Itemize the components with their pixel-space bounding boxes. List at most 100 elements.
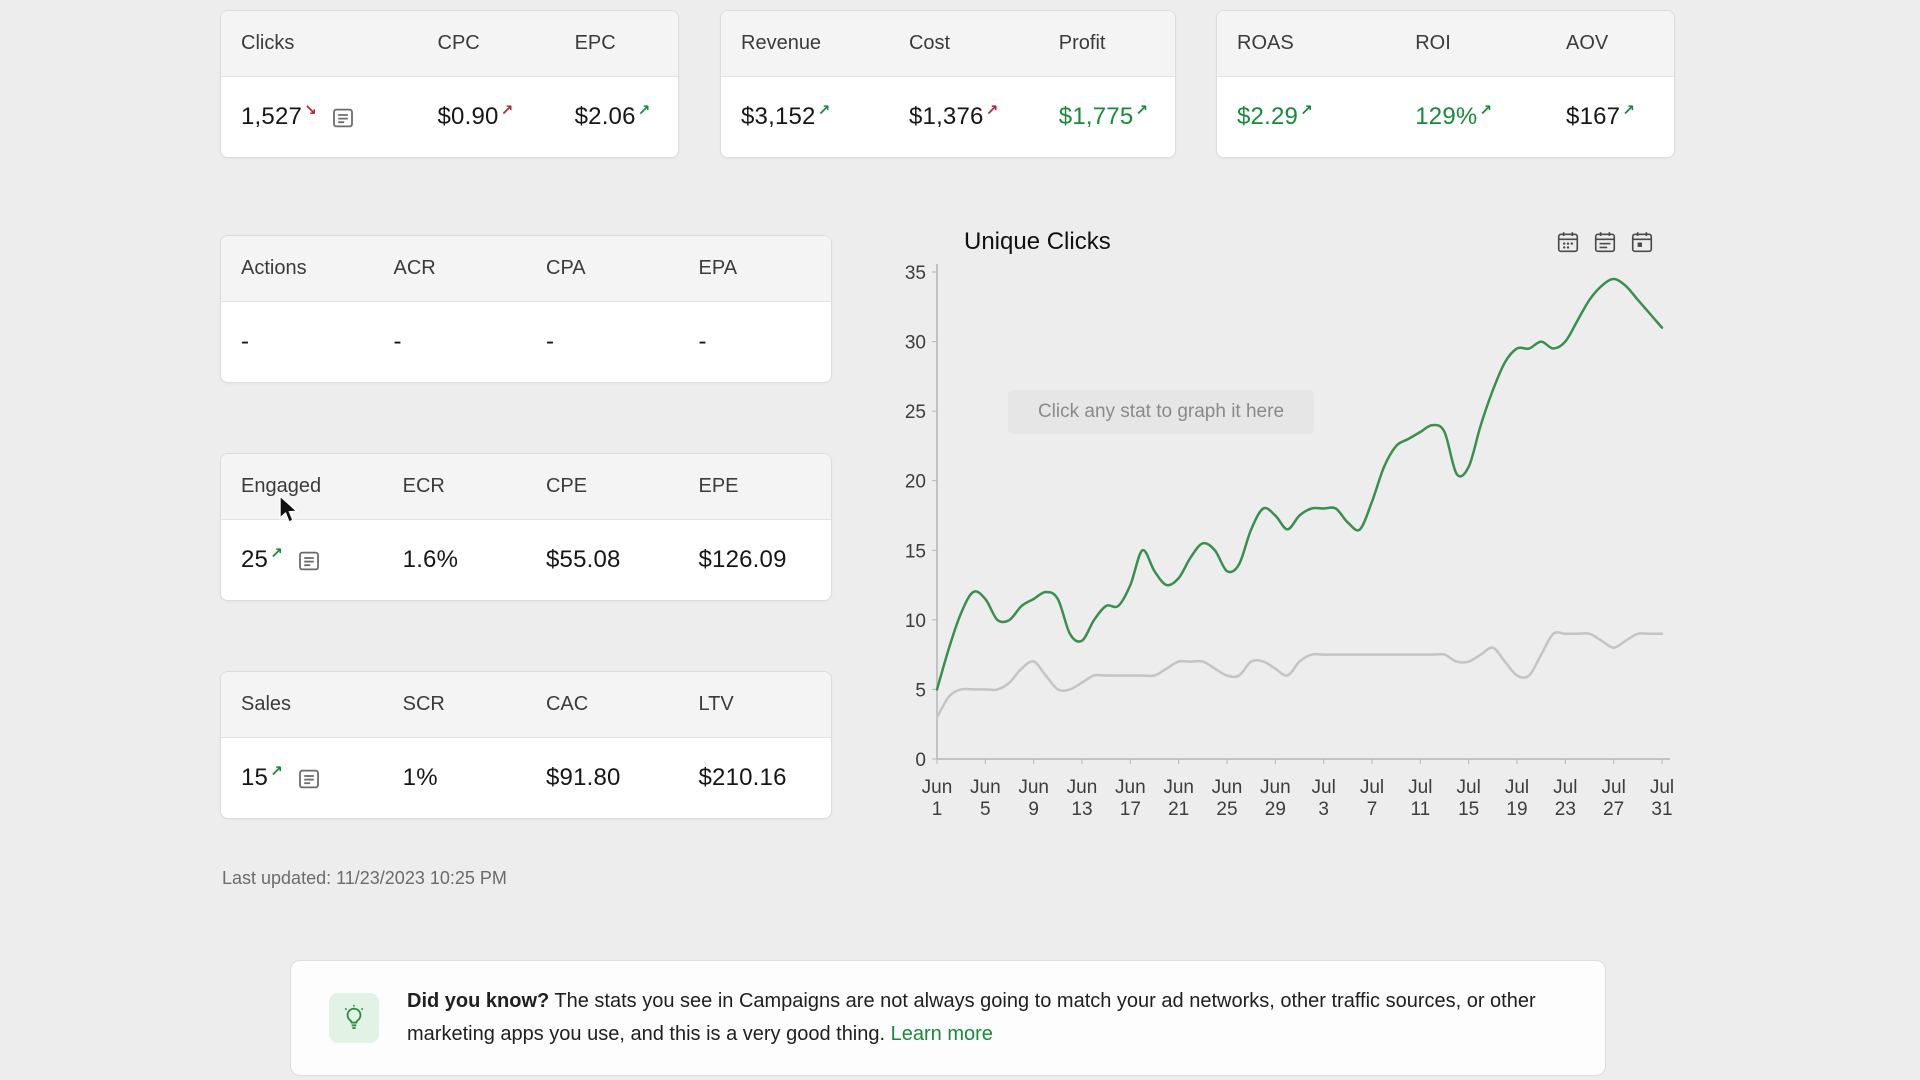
svg-text:7: 7 <box>1367 799 1378 820</box>
trend-arrow-up-icon: ↗ <box>637 102 651 119</box>
stat-value-ltv[interactable]: $210.16 <box>698 764 787 791</box>
svg-text:19: 19 <box>1506 799 1527 820</box>
stat-header-cac: CAC <box>545 693 589 715</box>
stat-header-epc: EPC <box>574 32 616 54</box>
svg-text:10: 10 <box>905 611 926 632</box>
svg-text:Jun: Jun <box>1115 777 1146 798</box>
svg-text:Jul: Jul <box>1602 777 1626 798</box>
clicks-card-values: 1,527 ↘ $0.90 ↗ $2.06 ↗ <box>221 77 678 157</box>
engaged-card-values: 25 ↗ 1.6% $55.08 $126.09 <box>221 520 831 600</box>
svg-text:Jun: Jun <box>1163 777 1194 798</box>
stat-value-cpc[interactable]: $0.90 ↗ <box>418 102 555 131</box>
stat-header-engaged: Engaged <box>241 475 322 497</box>
svg-text:Jul: Jul <box>1312 777 1336 798</box>
learn-more-link[interactable]: Learn more <box>890 1023 993 1045</box>
svg-text:35: 35 <box>905 263 926 284</box>
did-you-know-body: The stats you see in Campaigns are not a… <box>407 990 1536 1045</box>
stat-value-aov[interactable]: $167 ↗ <box>1546 102 1674 131</box>
svg-text:Jul: Jul <box>1360 777 1384 798</box>
svg-text:17: 17 <box>1120 799 1141 820</box>
stat-value-epe[interactable]: $126.09 <box>698 546 787 573</box>
stat-header-scr: SCR <box>402 693 445 715</box>
stat-value-cac[interactable]: $91.80 <box>545 764 621 791</box>
engaged-stat-card: Engaged ECR CPE EPE 25 ↗ 1.6% $55.08 $12… <box>220 453 832 601</box>
stat-value-cost[interactable]: $1,376 ↗ <box>889 102 1039 131</box>
trend-arrow-up-icon: ↗ <box>270 763 283 780</box>
svg-text:29: 29 <box>1265 799 1286 820</box>
stat-header-epe: EPE <box>698 475 739 497</box>
svg-text:3: 3 <box>1318 799 1329 820</box>
svg-text:Jun: Jun <box>1212 777 1243 798</box>
stat-header-acr: ACR <box>393 257 436 279</box>
svg-text:11: 11 <box>1410 799 1430 820</box>
calendar-day-icon[interactable] <box>1556 230 1580 254</box>
svg-text:Jun: Jun <box>1260 777 1291 798</box>
svg-text:13: 13 <box>1071 799 1092 820</box>
svg-text:Jun: Jun <box>1018 777 1049 798</box>
stat-header-cost: Cost <box>908 32 951 54</box>
trend-arrow-up-icon: ↗ <box>500 102 514 119</box>
stat-value-clicks[interactable]: 1,527 ↘ <box>221 102 418 131</box>
stat-header-sales: Sales <box>241 693 292 715</box>
svg-text:Jul: Jul <box>1408 777 1432 798</box>
chart-hint-tooltip: Click any stat to graph it here <box>1008 390 1314 434</box>
actions-card-header: Actions ACR CPA EPA <box>221 236 831 302</box>
actions-card-values: - - - - <box>221 302 831 382</box>
stat-value-epc[interactable]: $2.06 ↗ <box>555 102 678 131</box>
stat-value-revenue[interactable]: $3,152 ↗ <box>721 102 889 131</box>
revenue-card-header: Revenue Cost Profit <box>721 11 1175 77</box>
calendar-week-icon[interactable] <box>1593 230 1617 254</box>
svg-text:23: 23 <box>1555 799 1576 820</box>
svg-text:Jul: Jul <box>1553 777 1577 798</box>
trend-arrow-up-icon: ↗ <box>817 102 831 119</box>
cpc-value: $0.90 <box>437 103 499 130</box>
roas-card-values: $2.29 ↗ 129% ↗ $167 ↗ <box>1217 77 1674 157</box>
stat-value-engaged[interactable]: 25 ↗ <box>221 545 383 574</box>
stat-header-revenue: Revenue <box>741 32 822 54</box>
stat-header-roi: ROI <box>1415 32 1451 54</box>
click-log-icon[interactable] <box>331 106 355 130</box>
svg-text:9: 9 <box>1028 799 1039 820</box>
did-you-know-bold: Did you know? <box>407 990 550 1012</box>
stat-value-roas[interactable]: $2.29 ↗ <box>1217 102 1395 131</box>
mouse-cursor <box>278 494 302 531</box>
did-you-know-text: Did you know? The stats you see in Campa… <box>407 985 1537 1051</box>
stat-value-epa: - <box>698 328 707 355</box>
clicks-value: 1,527 <box>241 103 303 130</box>
svg-text:Jun: Jun <box>970 777 1001 798</box>
aov-value: $167 <box>1566 103 1621 130</box>
stat-value-roi[interactable]: 129% ↗ <box>1395 102 1546 131</box>
actions-stat-card: Actions ACR CPA EPA - - - - <box>220 235 832 383</box>
stat-header-roas: ROAS <box>1237 32 1294 54</box>
svg-text:5: 5 <box>980 799 991 820</box>
trend-arrow-up-icon: ↗ <box>270 545 283 562</box>
stat-value-scr[interactable]: 1% <box>402 764 438 791</box>
stat-header-cpc: CPC <box>437 32 480 54</box>
stat-value-acr: - <box>393 328 402 355</box>
stat-header-ltv: LTV <box>698 693 734 715</box>
stat-header-aov: AOV <box>1566 32 1609 54</box>
engaged-card-header: Engaged ECR CPE EPE <box>221 454 831 520</box>
sales-log-icon[interactable] <box>297 767 321 791</box>
trend-arrow-up-icon: ↗ <box>1135 102 1148 119</box>
trend-arrow-up-icon: ↗ <box>1479 102 1492 119</box>
stat-header-actions: Actions <box>241 257 307 279</box>
unique-clicks-chart: 05101520253035Jun1Jun5Jun9Jun13Jun17Jun2… <box>905 263 1674 820</box>
stat-value-cpa: - <box>546 328 555 355</box>
revenue-card-values: $3,152 ↗ $1,376 ↗ $1,775 ↗ <box>721 77 1175 157</box>
svg-text:25: 25 <box>905 402 926 423</box>
engaged-log-icon[interactable] <box>297 549 321 573</box>
engaged-value: 25 <box>241 546 269 573</box>
sales-card-values: 15 ↗ 1% $91.80 $210.16 <box>221 738 831 818</box>
svg-text:31: 31 <box>1651 799 1672 820</box>
chart-title: Unique Clicks <box>964 228 1111 255</box>
stat-header-cpa: CPA <box>546 257 586 279</box>
stat-value-actions: - <box>241 328 250 355</box>
stat-value-ecr[interactable]: 1.6% <box>402 546 459 573</box>
stat-value-profit[interactable]: $1,775 ↗ <box>1039 102 1175 131</box>
calendar-month-icon[interactable] <box>1630 230 1654 254</box>
stat-value-cpe[interactable]: $55.08 <box>545 546 621 573</box>
stat-value-sales[interactable]: 15 ↗ <box>221 763 383 792</box>
profit-value: $1,775 <box>1058 103 1134 130</box>
did-you-know-box: Did you know? The stats you see in Campa… <box>290 960 1606 1076</box>
